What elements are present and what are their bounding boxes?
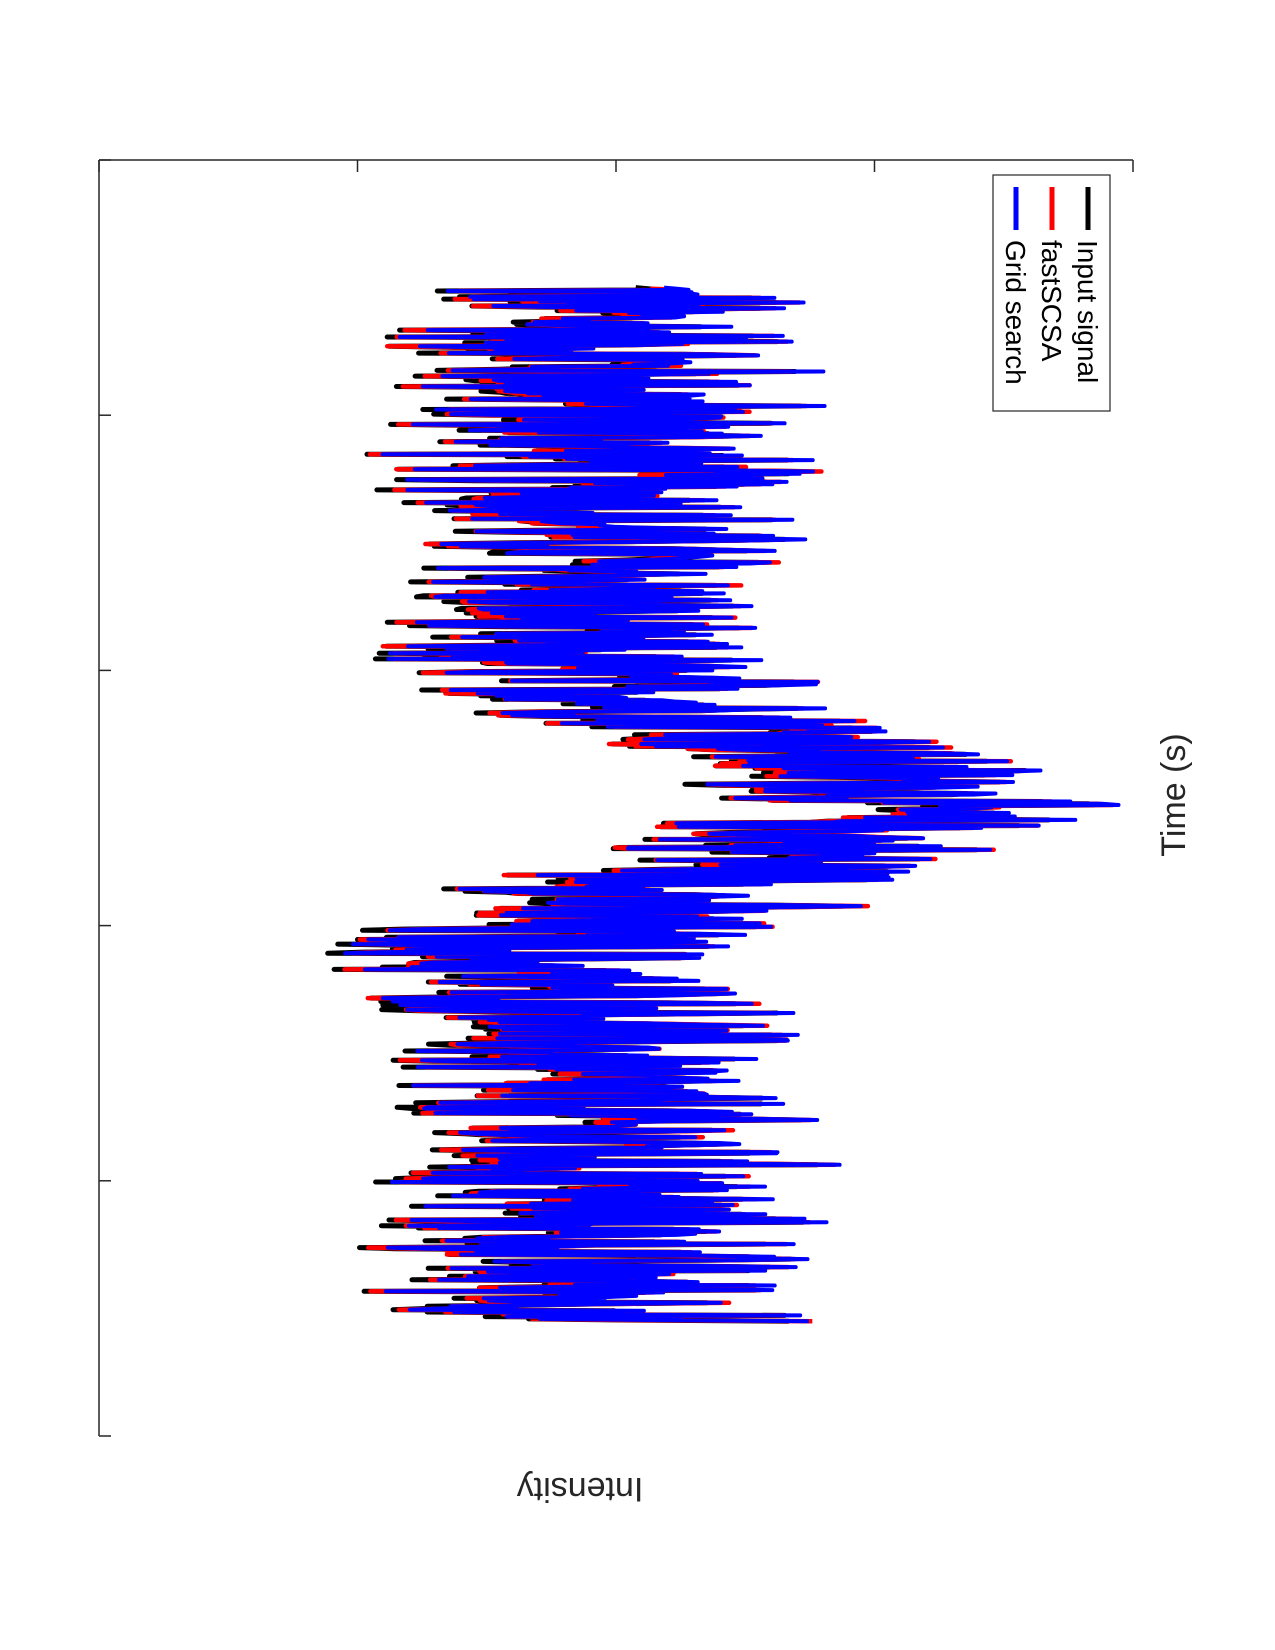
legend-label-fastscsa: fastSCSA — [1036, 240, 1067, 362]
legend-label-input-signal: Input signal — [1072, 240, 1103, 383]
series-layer — [325, 285, 1121, 1324]
legend-box — [992, 174, 1111, 412]
x-axis-label: Time (s) — [1155, 733, 1193, 856]
axes-layer — [98, 159, 1134, 1437]
series-line-grid-search — [343, 285, 1121, 1324]
y-axis-label: Intensity — [517, 1470, 644, 1508]
legend-label-grid-search: Grid search — [1000, 240, 1031, 385]
